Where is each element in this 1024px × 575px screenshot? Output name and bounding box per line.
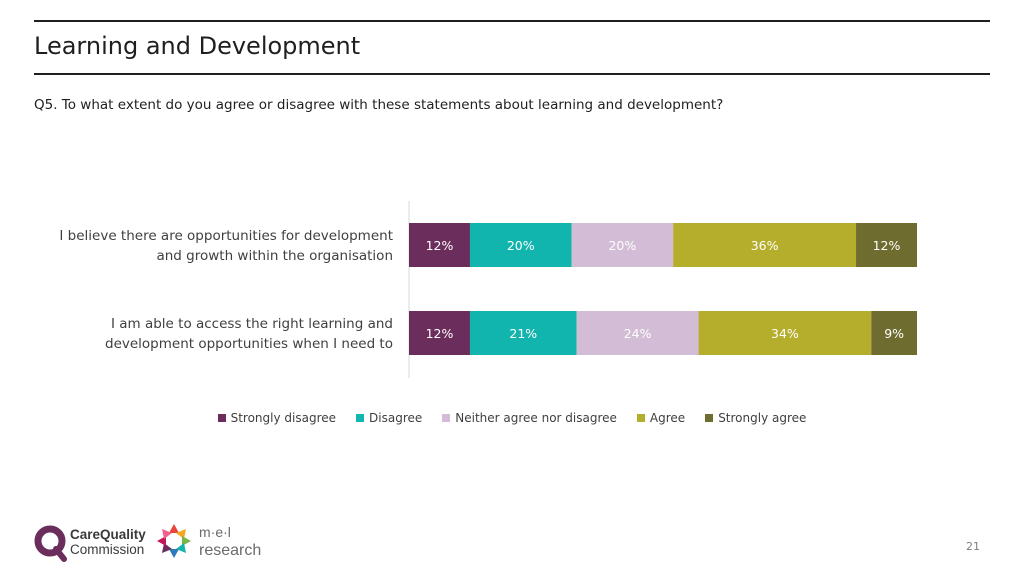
cqc-logo-line1: CareQuality (70, 527, 146, 542)
title-rule-bottom (34, 73, 990, 75)
data-label: 20% (507, 238, 535, 253)
data-label: 21% (509, 326, 537, 341)
legend-label: Strongly agree (718, 411, 807, 425)
legend-swatch (442, 414, 451, 422)
data-label: 34% (771, 326, 799, 341)
data-label: 12% (873, 238, 901, 253)
bar-segment (856, 223, 917, 267)
cqc-logo: CareQuality Commission (34, 525, 146, 562)
bar-segment (698, 311, 872, 355)
bar-segment (469, 311, 577, 355)
legend-swatch (217, 414, 226, 422)
category-label-line: I believe there are opportunities for de… (59, 228, 393, 244)
category-label-line: development opportunities when I need to (105, 336, 393, 352)
legend-label: Neither agree nor disagree (455, 411, 617, 425)
bar-segment (576, 311, 699, 355)
question-text: Q5. To what extent do you agree or disag… (34, 97, 724, 113)
chart-legend: Strongly disagree Disagree Neither agree n… (0, 411, 1024, 425)
page-number: 21 (966, 540, 980, 553)
cqc-logo-line2: Commission (70, 542, 144, 557)
bar-segment (409, 311, 470, 355)
category-label-line: and growth within the organisation (156, 248, 393, 264)
stacked-bar-chart: I believe there are opportunities for de… (59, 201, 917, 378)
data-label: 12% (426, 238, 454, 253)
legend-item: Neither agree nor disagree (442, 411, 617, 425)
legend-item: Agree (636, 411, 686, 425)
mel-logo-line2: research (199, 542, 261, 559)
category-label: I believe there are opportunities for de… (59, 228, 393, 264)
legend-label: Strongly disagree (230, 411, 337, 425)
legend-item: Strongly disagree (217, 411, 337, 425)
legend-item: Strongly agree (705, 411, 806, 425)
bar-segment (871, 311, 917, 355)
legend-swatch (356, 414, 365, 422)
mel-logo-line1: m·e·l (199, 524, 231, 540)
legend-item: Disagree (356, 411, 422, 425)
category-label: I am able to access the right learning a… (105, 316, 393, 352)
title-rule-top (34, 20, 990, 22)
footer-logos: CareQuality Commission m·e·l research (34, 524, 261, 562)
legend-label: Agree (649, 411, 686, 425)
legend-swatch (636, 414, 645, 422)
data-label: 24% (624, 326, 652, 341)
bar-segment (571, 223, 674, 267)
data-label: 20% (608, 238, 636, 253)
legend-swatch (705, 414, 714, 422)
data-label: 36% (751, 238, 779, 253)
data-label: 9% (884, 326, 904, 341)
bar-segment (409, 223, 470, 267)
category-label-line: I am able to access the right learning a… (111, 316, 393, 332)
bar-segment (673, 223, 857, 267)
page-title: Learning and Development (34, 32, 361, 60)
data-label: 12% (426, 326, 454, 341)
legend-label: Disagree (369, 411, 423, 425)
mel-research-logo (157, 524, 191, 558)
bar-segment (469, 223, 572, 267)
